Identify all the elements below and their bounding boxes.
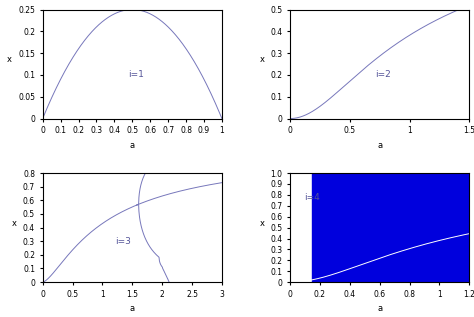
Text: i=3: i=3 <box>115 237 131 246</box>
Y-axis label: x: x <box>259 55 264 64</box>
Y-axis label: x: x <box>259 219 264 228</box>
Y-axis label: x: x <box>7 55 12 64</box>
X-axis label: a: a <box>130 304 135 313</box>
X-axis label: a: a <box>130 141 135 150</box>
Text: i=1: i=1 <box>128 70 144 79</box>
Bar <box>312 173 469 282</box>
Text: i=2: i=2 <box>375 70 391 79</box>
Y-axis label: x: x <box>12 219 17 228</box>
Text: i=4: i=4 <box>304 193 320 202</box>
X-axis label: a: a <box>377 304 382 313</box>
X-axis label: a: a <box>377 141 382 150</box>
